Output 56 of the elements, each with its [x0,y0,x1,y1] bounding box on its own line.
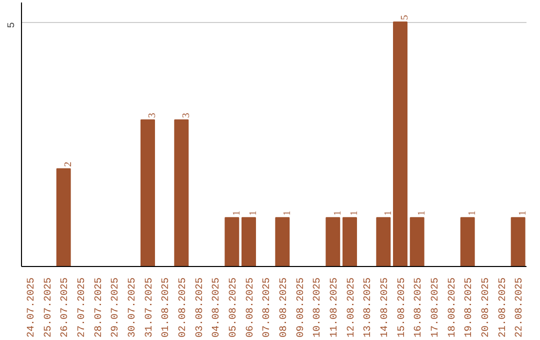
x-tick-label: 26.07.2025 [60,277,72,338]
x-tick-label: 02.08.2025 [178,277,189,338]
x-tick-label: 14.08.2025 [380,277,391,338]
data-label: 1 [416,210,428,216]
x-tick-label: 06.08.2025 [245,277,256,338]
data-label: 1 [518,210,529,216]
bar [510,217,526,266]
bar [224,217,240,266]
data-label: 1 [332,210,344,216]
bar [174,119,189,266]
x-tick-label: 30.07.2025 [127,277,138,338]
x-tick-label: 24.07.2025 [26,277,38,338]
data-label: 3 [180,112,192,118]
x-tick-label: 04.08.2025 [212,277,223,338]
bar [376,217,391,266]
bar [393,22,408,266]
x-tick-label: 18.08.2025 [447,277,458,338]
x-tick-label: 25.07.2025 [43,277,54,338]
x-tick-label: 09.08.2025 [296,277,307,338]
bar [275,217,290,266]
bar [460,217,475,266]
x-tick-label: 03.08.2025 [194,277,206,338]
data-label: 1 [282,210,293,216]
bar [242,217,256,266]
data-label: 1 [467,210,478,216]
x-tick-label: 16.08.2025 [414,277,425,338]
data-label: 5 [400,15,411,20]
x-tick-label: 12.08.2025 [346,277,358,338]
data-label: 1 [231,210,242,216]
x-tick-label: 20.08.2025 [480,277,492,338]
bar [410,217,424,266]
x-tick-label: 31.07.2025 [144,277,156,338]
x-tick-label: 28.07.2025 [94,277,105,338]
x-tick-label: 11.08.2025 [329,277,340,338]
data-label: 2 [63,162,74,167]
bar [56,168,71,266]
bar [342,217,357,266]
x-tick-label: 05.08.2025 [228,277,240,338]
x-tick-label: 01.08.2025 [161,277,172,338]
data-label: 1 [349,210,360,216]
x-tick-label: 10.08.2025 [312,277,324,338]
x-tick-label: 19.08.2025 [464,277,476,338]
x-tick-label: 15.08.2025 [396,277,408,338]
x-tick-label: 13.08.2025 [363,277,374,338]
x-tick-label: 07.08.2025 [262,277,274,338]
data-label: 1 [382,210,394,216]
data-label: 3 [147,112,158,118]
x-tick-label: 17.08.2025 [430,277,442,338]
x-tick-label: 21.08.2025 [498,277,509,338]
data-label: 1 [248,210,260,216]
x-tick-label: 08.08.2025 [278,277,290,338]
x-tick-label: 29.07.2025 [110,277,122,338]
bar [140,119,155,266]
x-tick-label: 22.08.2025 [514,277,526,338]
bar [326,217,340,266]
x-tick-label: 27.07.2025 [76,277,88,338]
